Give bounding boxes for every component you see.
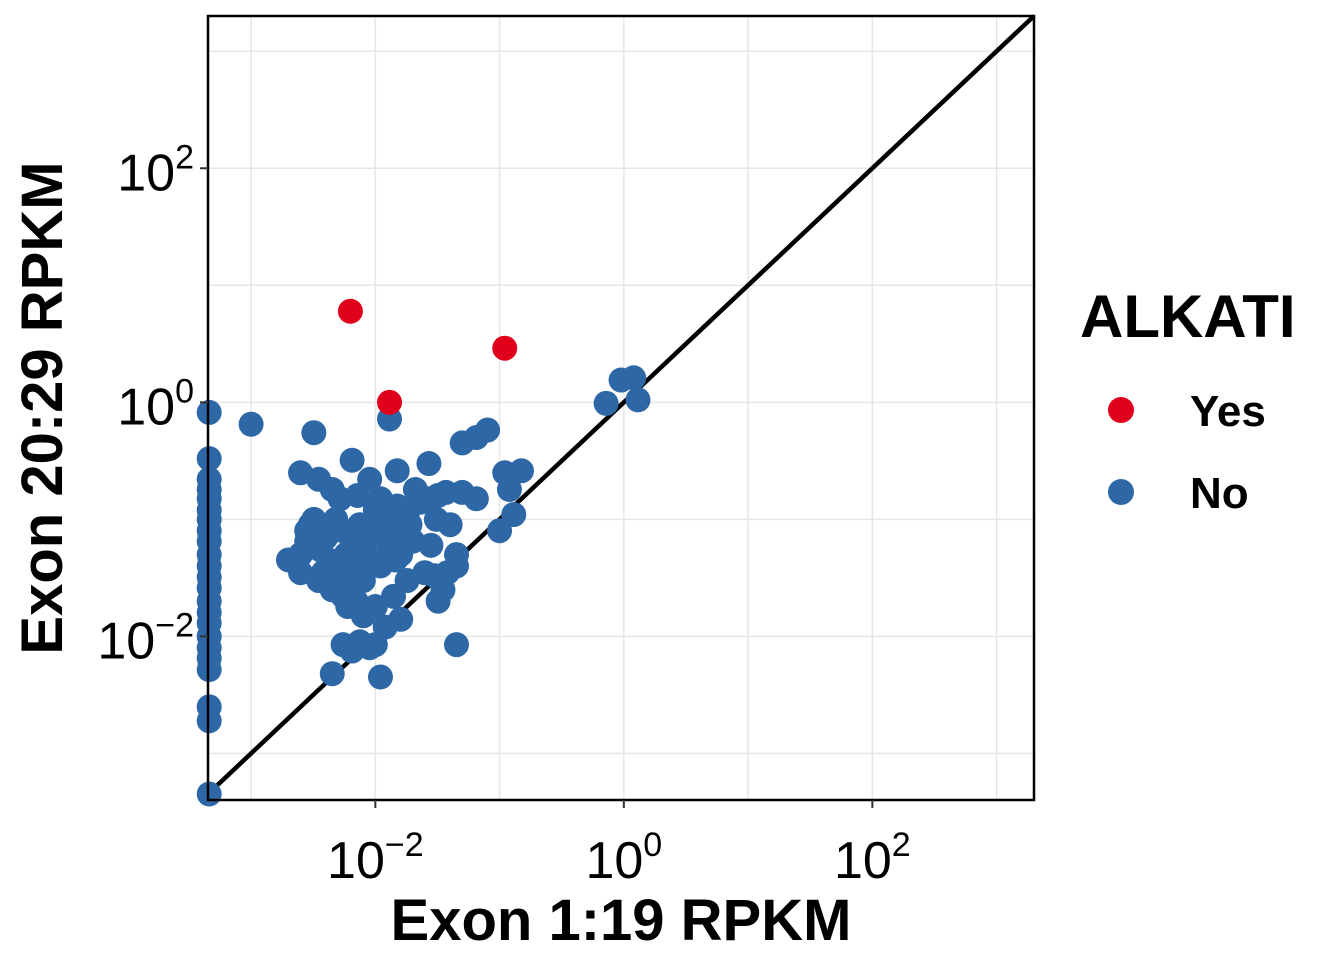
point-no	[238, 411, 264, 437]
panel-border	[206, 14, 1036, 802]
point-no	[382, 547, 408, 573]
point-no	[374, 528, 400, 554]
point-yes	[337, 298, 363, 324]
point-no	[388, 606, 414, 632]
point-no	[425, 588, 451, 614]
y-axis-ticks: 10−2 100 102	[97, 138, 208, 670]
y-axis-title: Exon 20:29 RPKM	[10, 161, 75, 654]
legend-label-no: No	[1190, 469, 1249, 518]
legend-swatch-yes	[1108, 397, 1134, 423]
point-no	[444, 542, 470, 568]
point-yes	[492, 335, 518, 361]
point-no	[593, 390, 619, 416]
point-no	[350, 603, 376, 629]
point-no	[416, 451, 442, 477]
data-points	[196, 298, 651, 807]
point-no	[389, 506, 415, 532]
identity-line-layer	[206, 14, 1036, 796]
x-tick-label: 10−2	[327, 826, 424, 890]
x-axis-ticks: 10−2 100 102	[327, 800, 911, 890]
y-tick-label: 102	[117, 138, 194, 202]
point-no	[301, 506, 327, 532]
point-no	[463, 486, 489, 512]
point-no	[621, 365, 647, 391]
point-no	[501, 502, 527, 528]
point-no	[487, 518, 513, 544]
point-no	[508, 458, 534, 484]
x-tick-label: 102	[834, 826, 911, 890]
point-yes	[376, 389, 402, 415]
point-no	[384, 458, 410, 484]
point-no	[496, 476, 522, 502]
point-no	[423, 506, 449, 532]
point-no	[319, 661, 345, 687]
y-tick-label: 10−2	[97, 606, 194, 670]
identity-line	[206, 14, 1036, 796]
point-no	[625, 387, 651, 413]
x-tick-label: 100	[585, 826, 662, 890]
point-no	[380, 583, 406, 609]
point-no	[444, 632, 470, 658]
point-no	[301, 420, 327, 446]
y-tick-label: 100	[117, 372, 194, 436]
legend: ALKATI Yes No	[1080, 283, 1296, 518]
point-no	[367, 664, 393, 690]
x-axis-title: Exon 1:19 RPKM	[391, 888, 852, 953]
point-no	[339, 447, 365, 473]
legend-label-yes: Yes	[1190, 387, 1266, 436]
point-no	[449, 430, 475, 456]
point-no	[345, 482, 371, 508]
legend-swatch-no	[1108, 479, 1134, 505]
point-no	[365, 506, 391, 532]
point-no	[323, 553, 349, 579]
point-no	[337, 571, 363, 597]
legend-title: ALKATI	[1080, 283, 1296, 350]
